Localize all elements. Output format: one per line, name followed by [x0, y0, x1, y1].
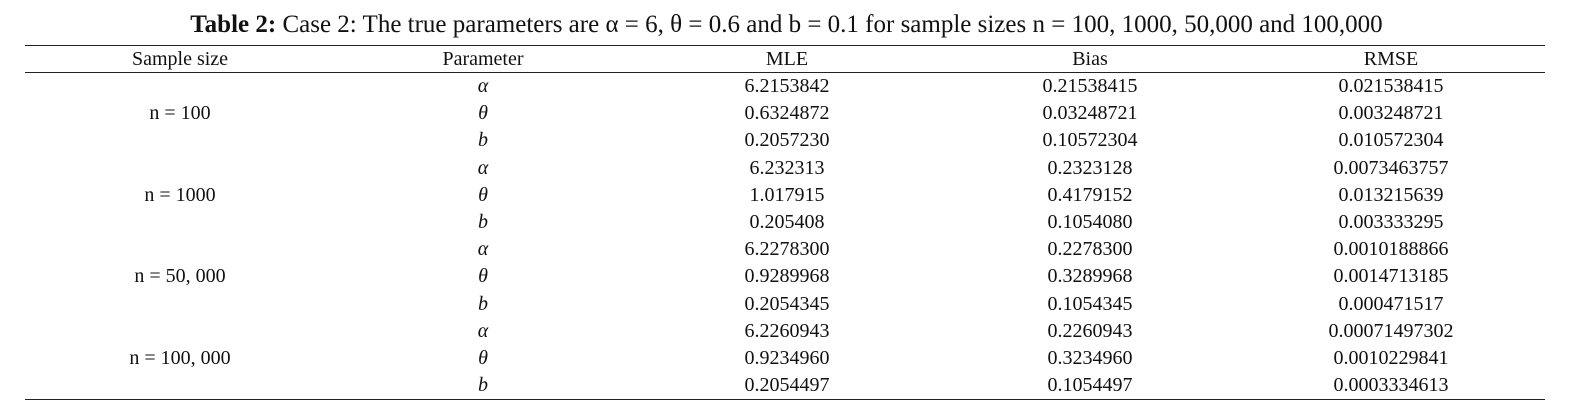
- header-row: Sample size Parameter MLE Bias RMSE: [25, 45, 1545, 73]
- parameter: θ: [478, 183, 488, 206]
- table-row: b 0.2054345 0.1054345 0.000471517: [25, 291, 1545, 318]
- parameter: b: [478, 292, 488, 315]
- parameter: b: [335, 372, 631, 401]
- rmse: 0.013215639: [1338, 183, 1444, 206]
- mle: 0.2054345: [744, 292, 830, 315]
- sample-size: n = 100, 000: [25, 317, 335, 401]
- bias: 0.03248721: [1042, 102, 1138, 125]
- parameter: α: [477, 238, 489, 261]
- mle: 6.2260943: [744, 319, 830, 342]
- caption: Table 2: Case 2: The true parameters are…: [0, 10, 1573, 40]
- mle: 6.2278300: [744, 238, 830, 261]
- mle: 6.232313: [749, 156, 825, 179]
- bias: 0.2278300: [1047, 238, 1133, 261]
- mle: 0.2057230: [744, 129, 830, 152]
- mle: 0.2054497: [631, 372, 943, 401]
- column-header: MLE: [631, 45, 943, 73]
- mle: 0.6324872: [744, 102, 830, 125]
- parameter: b: [478, 211, 488, 234]
- rmse: 0.021538415: [1338, 75, 1444, 98]
- bias: 0.4179152: [1047, 183, 1133, 206]
- column-header: RMSE: [1237, 45, 1545, 73]
- table-row: θ 1.017915 0.4179152 0.013215639: [25, 182, 1545, 209]
- sample-size: n = 50, 000: [134, 265, 226, 288]
- rmse: 0.003248721: [1338, 102, 1444, 125]
- table-row: n = 100 α 6.2153842 0.21538415 0.021538415: [25, 73, 1545, 124]
- bias: 0.21538415: [1042, 75, 1138, 98]
- parameter: θ: [478, 346, 488, 369]
- parameter: α: [477, 156, 489, 179]
- table-row: n = 1000 α 6.232313 0.2323128 0.0073463757: [25, 155, 1545, 206]
- rmse: 0.000471517: [1338, 292, 1444, 315]
- bias: 0.1054497: [943, 372, 1237, 401]
- column-header: Parameter: [335, 45, 631, 73]
- bias: 0.3234960: [1047, 346, 1133, 369]
- bias: 0.10572304: [1042, 129, 1138, 152]
- bias: 0.1054080: [1047, 211, 1133, 234]
- table-row: θ 0.9289968 0.3289968 0.0014713185: [25, 263, 1545, 290]
- table-row: θ 0.9234960 0.3234960 0.0010229841: [25, 345, 1545, 372]
- table-row: b 0.2057230 0.10572304 0.010572304: [25, 127, 1545, 154]
- sample-size: n = 100: [149, 102, 211, 125]
- table-row: n = 50, 000 α 6.2278300 0.2278300 0.00101888…: [25, 236, 1545, 287]
- mle: 0.9289968: [744, 265, 830, 288]
- table-row: b 0.205408 0.1054080 0.003333295: [25, 209, 1545, 236]
- rmse: 0.003333295: [1338, 211, 1444, 234]
- bias: 0.2323128: [1047, 156, 1133, 179]
- rmse: 0.0073463757: [1333, 156, 1449, 179]
- parameter: θ: [478, 265, 488, 288]
- rmse: 0.0010229841: [1333, 346, 1449, 369]
- rmse: 0.0003334613: [1237, 372, 1545, 401]
- mle: 0.9234960: [744, 346, 830, 369]
- parameter: b: [478, 129, 488, 152]
- column-header: Bias: [943, 45, 1237, 73]
- table-row: b 0.2054497 0.1054497 0.0003334613: [25, 372, 1545, 401]
- bias: 0.1054345: [1047, 292, 1133, 315]
- sample-size: n = 1000: [144, 183, 216, 206]
- mle: 1.017915: [749, 183, 825, 206]
- column-header: Sample size: [25, 45, 335, 73]
- mle: 0.205408: [749, 211, 825, 234]
- parameter: α: [477, 75, 489, 98]
- rmse: 0.0014713185: [1333, 265, 1449, 288]
- parameter: θ: [478, 102, 488, 125]
- caption-label: Table 2:: [190, 11, 277, 38]
- table-row: n = 100, 000 α 6.2260943 0.2260943 0.0007149…: [25, 317, 1545, 401]
- bias: 0.2260943: [1047, 319, 1133, 342]
- rmse: 0.010572304: [1338, 129, 1444, 152]
- rmse: 0.0010188866: [1333, 238, 1449, 261]
- table-body: n = 100 α 6.2153842 0.21538415 0.021538415 θ 0…: [25, 73, 1545, 401]
- bias: 0.3289968: [1047, 265, 1133, 288]
- rmse: 0.00071497302: [1328, 319, 1454, 342]
- results-table: Sample size Parameter MLE Bias RMSE n = 100 α…: [25, 45, 1545, 401]
- table-row: θ 0.6324872 0.03248721 0.003248721: [25, 100, 1545, 127]
- caption-text: Case 2: The true parameters are α = 6, θ…: [282, 11, 1383, 38]
- mle: 6.2153842: [744, 75, 830, 98]
- parameter: α: [477, 319, 489, 342]
